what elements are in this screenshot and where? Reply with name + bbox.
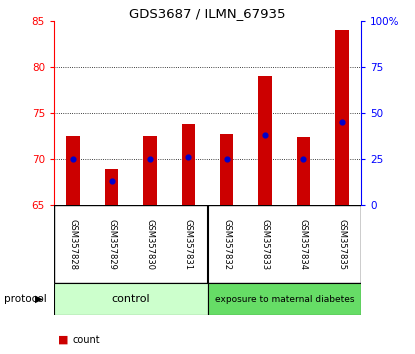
Point <box>300 156 307 162</box>
Text: control: control <box>111 294 150 304</box>
Text: GSM357831: GSM357831 <box>184 219 193 270</box>
Bar <box>335 30 349 205</box>
Point <box>262 132 269 138</box>
Point <box>108 178 115 184</box>
Text: GSM357834: GSM357834 <box>299 219 308 270</box>
Bar <box>208 283 361 315</box>
Text: exposure to maternal diabetes: exposure to maternal diabetes <box>215 295 354 304</box>
Text: GSM357832: GSM357832 <box>222 219 231 270</box>
Text: count: count <box>73 335 100 345</box>
Text: GSM357833: GSM357833 <box>261 219 270 270</box>
Point <box>146 156 153 162</box>
Bar <box>143 136 156 205</box>
Text: protocol: protocol <box>4 294 47 304</box>
Bar <box>259 76 272 205</box>
Point <box>339 120 345 125</box>
Point <box>70 156 76 162</box>
Title: GDS3687 / ILMN_67935: GDS3687 / ILMN_67935 <box>129 7 286 20</box>
Text: ▶: ▶ <box>35 294 43 304</box>
Bar <box>220 133 233 205</box>
Text: GSM357835: GSM357835 <box>337 219 347 270</box>
Text: GSM357829: GSM357829 <box>107 219 116 270</box>
Bar <box>54 283 208 315</box>
Text: GSM357830: GSM357830 <box>145 219 154 270</box>
Bar <box>182 124 195 205</box>
Bar <box>297 137 310 205</box>
Bar <box>105 169 118 205</box>
Text: GSM357828: GSM357828 <box>68 219 78 270</box>
Point <box>223 156 230 162</box>
Text: ■: ■ <box>58 335 68 345</box>
Bar <box>66 136 80 205</box>
Point <box>185 155 192 160</box>
